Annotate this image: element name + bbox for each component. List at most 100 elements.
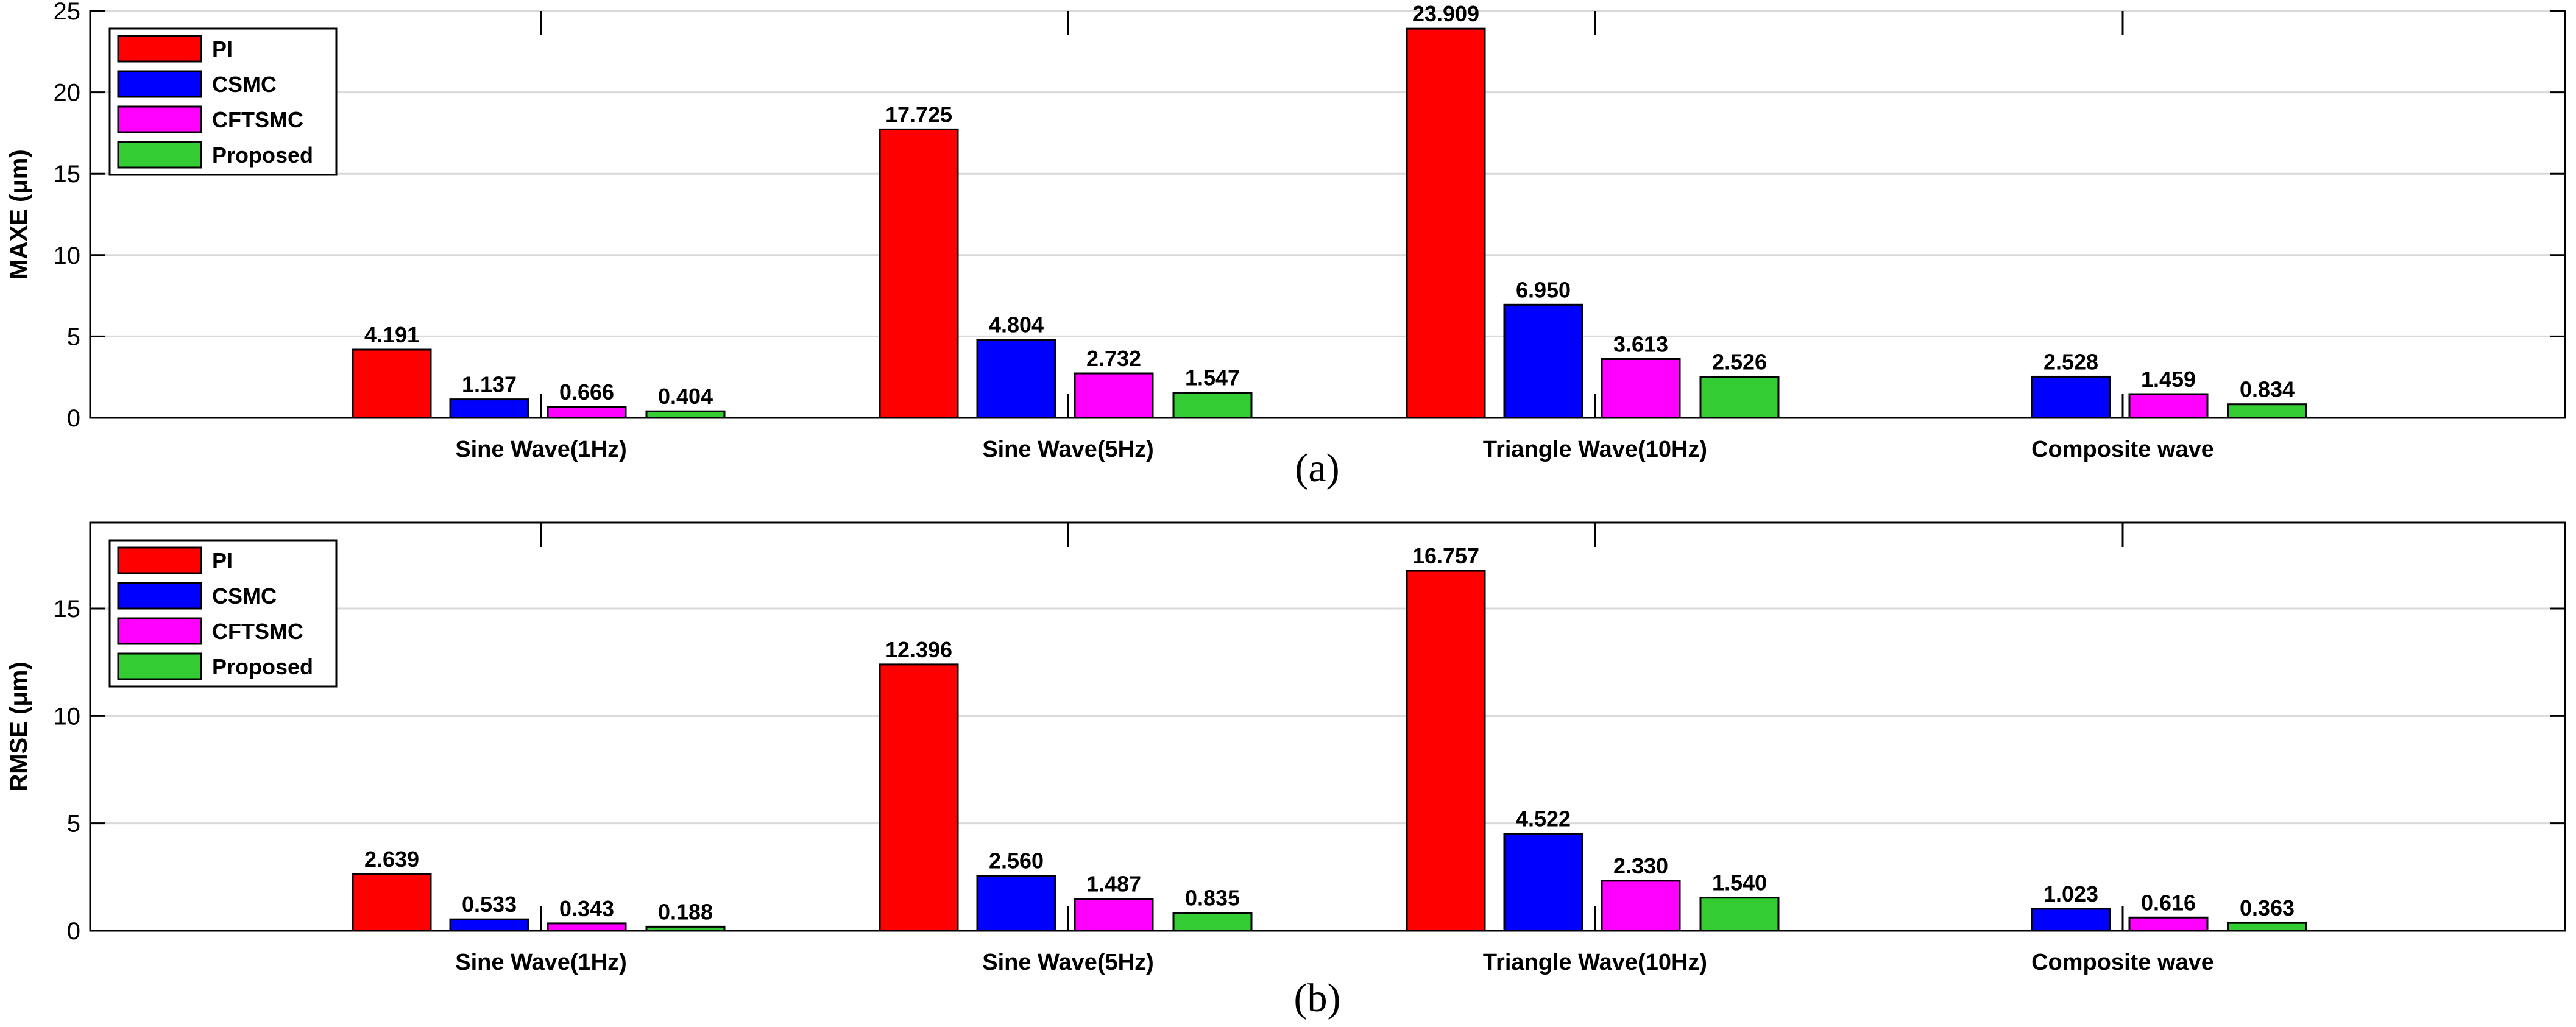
bar <box>879 128 959 419</box>
bar <box>879 663 959 932</box>
legend-swatch <box>117 70 202 98</box>
category-label: Sine Wave(1Hz) <box>455 950 627 975</box>
bar <box>976 875 1056 932</box>
category-label: Triangle Wave(10Hz) <box>1483 437 1707 462</box>
panel-caption: (a) <box>1295 446 1339 490</box>
bar <box>449 398 529 419</box>
bar <box>352 348 432 419</box>
legend-swatch <box>117 617 202 645</box>
value-label: 23.909 <box>1412 1 1479 26</box>
value-label: 2.639 <box>364 847 419 872</box>
category-label: Sine Wave(1Hz) <box>455 437 627 462</box>
value-label: 0.835 <box>1185 886 1240 911</box>
value-label: 2.528 <box>2043 349 2098 374</box>
y-tick-label: 5 <box>67 811 80 838</box>
legend-swatch <box>117 652 202 680</box>
legend-label: CSMC <box>212 584 277 609</box>
bar <box>547 406 627 419</box>
bar <box>1503 833 1583 932</box>
value-label: 2.560 <box>989 849 1044 873</box>
bar <box>2227 403 2307 419</box>
value-label: 4.522 <box>1516 806 1571 831</box>
category-label: Composite wave <box>2031 437 2214 462</box>
legend-label: Proposed <box>212 143 313 168</box>
value-label: 0.188 <box>658 899 713 924</box>
bar <box>1699 897 1780 932</box>
plot-area <box>89 10 2566 419</box>
value-label: 1.487 <box>1086 872 1141 897</box>
bar <box>645 925 726 932</box>
legend-swatch <box>117 546 202 574</box>
y-axis-label: RMSE (μm) <box>5 662 32 791</box>
bar <box>645 410 726 419</box>
y-tick-label: 10 <box>54 242 81 269</box>
legend-label: Proposed <box>212 654 313 679</box>
bar <box>1406 570 1486 932</box>
value-label: 0.834 <box>2240 377 2295 402</box>
panel-caption: (b) <box>1294 976 1341 1020</box>
bar <box>2128 916 2209 932</box>
legend-label: CFTSMC <box>212 619 303 644</box>
legend-swatch <box>117 141 202 169</box>
bar <box>1074 898 1154 932</box>
bar <box>1503 303 1583 419</box>
value-label: 6.950 <box>1516 277 1571 302</box>
value-label: 17.725 <box>885 102 952 127</box>
legend-label: PI <box>212 37 233 62</box>
y-axis-label: MAXE (μm) <box>5 149 32 279</box>
legend-swatch <box>117 105 202 133</box>
y-tick-label: 0 <box>67 918 80 945</box>
y-tick-label: 15 <box>54 161 81 188</box>
value-label: 4.191 <box>364 322 419 347</box>
y-tick-label: 20 <box>54 80 81 107</box>
category-label: Triangle Wave(10Hz) <box>1483 950 1707 975</box>
plot-area <box>89 521 2566 932</box>
bar <box>1406 27 1486 419</box>
bar <box>1172 912 1253 932</box>
value-label: 2.526 <box>1712 350 1767 375</box>
value-label: 1.137 <box>462 372 517 397</box>
value-label: 0.666 <box>559 379 614 404</box>
bar <box>1074 372 1154 419</box>
bar <box>449 918 529 932</box>
category-label: Composite wave <box>2031 950 2214 975</box>
legend-swatch <box>117 35 202 63</box>
bar <box>2128 393 2209 419</box>
value-label: 1.540 <box>1712 870 1767 895</box>
bar <box>1601 358 1681 419</box>
value-label: 1.459 <box>2141 367 2196 392</box>
value-label: 16.757 <box>1412 543 1479 568</box>
bar <box>1172 392 1253 419</box>
value-label: 12.396 <box>885 637 952 662</box>
legend-swatch <box>117 582 202 610</box>
bar <box>2031 375 2111 419</box>
bar <box>2031 908 2111 932</box>
value-label: 3.613 <box>1613 331 1668 356</box>
y-tick-label: 5 <box>67 323 80 350</box>
y-tick-label: 0 <box>67 405 80 432</box>
category-label: Sine Wave(5Hz) <box>982 437 1154 462</box>
category-label: Sine Wave(5Hz) <box>982 950 1154 975</box>
value-label: 2.330 <box>1613 853 1668 878</box>
y-tick-label: 25 <box>54 0 81 25</box>
bar <box>976 339 1056 419</box>
legend-label: CSMC <box>212 72 277 97</box>
value-label: 2.732 <box>1086 346 1141 371</box>
value-label: 1.547 <box>1185 365 1240 390</box>
legend-label: CFTSMC <box>212 107 303 132</box>
value-label: 4.804 <box>989 312 1044 337</box>
value-label: 0.363 <box>2240 895 2295 920</box>
value-label: 0.343 <box>559 896 614 921</box>
y-tick-label: 10 <box>54 703 81 730</box>
value-label: 0.616 <box>2141 890 2196 915</box>
bar <box>352 873 432 932</box>
panel-a-maxe-chart: 0 5 10 15 20 25 Sine Wave(1Hz) Sine Wave(5Hz) Tr… <box>5 0 2566 490</box>
bar <box>1601 880 1681 932</box>
bar <box>2227 922 2307 932</box>
bar <box>1699 376 1780 419</box>
panel-b-rmse-chart: 0 5 10 15 Sine Wave(1Hz) Sine Wave(5Hz) Triang… <box>5 521 2566 1020</box>
value-label: 1.023 <box>2043 881 2098 906</box>
legend-label: PI <box>212 548 233 573</box>
y-tick-label: 15 <box>54 596 81 623</box>
